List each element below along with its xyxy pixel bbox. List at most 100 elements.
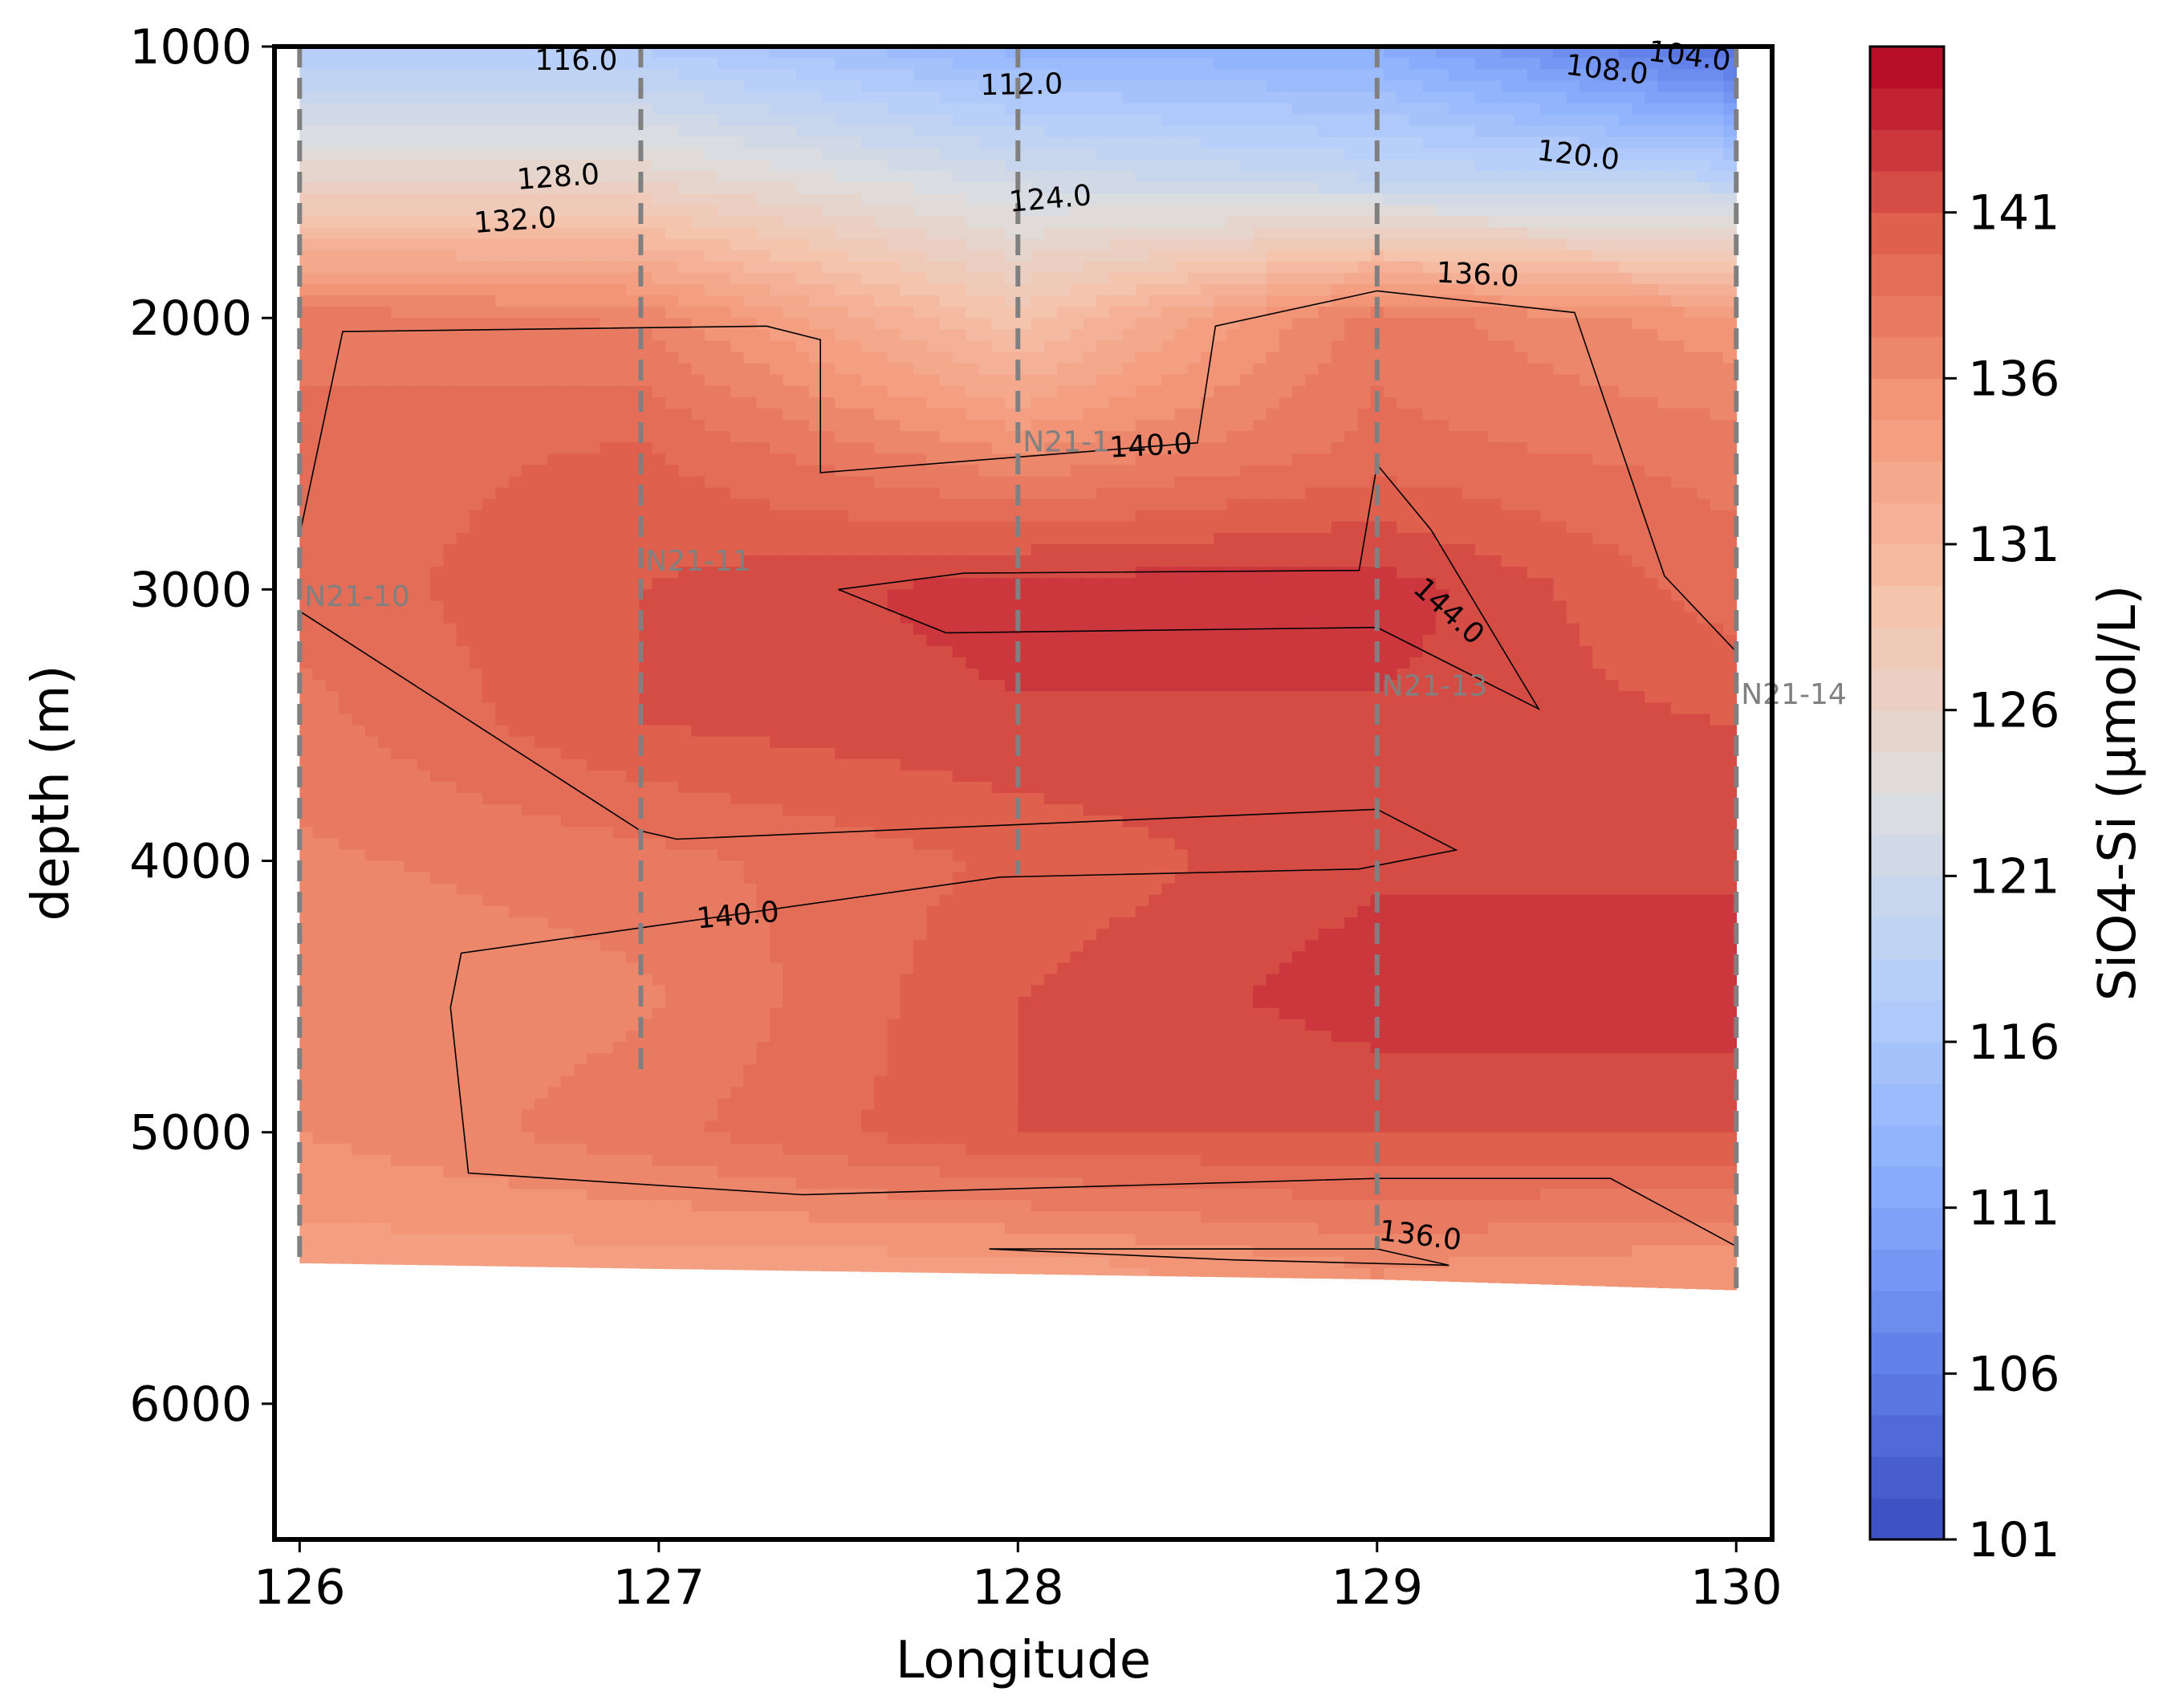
field-cell	[678, 1030, 693, 1043]
field-cell	[456, 453, 470, 466]
field-cell	[391, 521, 405, 534]
field-cell	[756, 985, 770, 998]
field-cell	[508, 1053, 522, 1065]
field-cell	[312, 578, 327, 591]
field-cell	[743, 1200, 758, 1213]
field-cell	[665, 250, 679, 262]
field-cell	[874, 657, 888, 669]
field-cell	[835, 985, 849, 998]
field-cell	[469, 781, 483, 794]
field-cell	[770, 227, 784, 240]
field-cell	[299, 815, 314, 828]
field-cell	[887, 725, 901, 738]
field-cell	[535, 612, 549, 624]
field-cell	[691, 374, 705, 387]
field-cell	[861, 103, 876, 116]
field-cell	[312, 521, 327, 534]
field-cell	[495, 1064, 510, 1077]
field-cell	[547, 985, 562, 998]
field-cell	[691, 544, 705, 556]
field-cell	[756, 250, 770, 262]
field-cell	[743, 793, 758, 805]
field-cell	[547, 80, 562, 93]
field-cell	[612, 340, 627, 353]
field-cell	[861, 521, 876, 534]
field-cell	[743, 114, 758, 127]
field-cell	[352, 623, 366, 636]
field-cell	[364, 1245, 379, 1258]
field-cell	[574, 1222, 588, 1235]
field-cell	[339, 250, 353, 262]
field-cell	[783, 272, 797, 285]
field-cell	[378, 600, 392, 613]
field-cell	[887, 1154, 901, 1167]
field-cell	[430, 498, 445, 511]
field-cell	[482, 47, 497, 59]
field-cell	[378, 567, 392, 580]
field-cell	[339, 758, 353, 771]
field-cell	[612, 962, 627, 975]
field-cell	[378, 136, 392, 149]
field-cell	[887, 827, 901, 840]
field-cell	[612, 171, 627, 183]
field-cell	[848, 747, 862, 760]
field-cell	[756, 69, 770, 82]
field-cell	[704, 815, 718, 828]
field-cell	[456, 669, 470, 681]
field-cell	[299, 1177, 314, 1190]
field-cell	[521, 567, 535, 580]
field-cell	[574, 532, 588, 545]
field-cell	[756, 770, 770, 783]
field-cell	[874, 1064, 888, 1077]
field-cell	[887, 917, 901, 929]
field-cell	[560, 182, 575, 194]
field-cell	[521, 849, 535, 862]
field-cell	[352, 567, 366, 580]
field-cell	[718, 227, 732, 240]
field-cell	[887, 1076, 901, 1088]
field-cell	[325, 363, 339, 376]
field-cell	[730, 951, 745, 964]
field-cell	[835, 1143, 849, 1156]
field-cell	[456, 567, 470, 580]
field-cell	[443, 227, 457, 240]
field-cell	[848, 680, 862, 692]
field-cell	[404, 567, 418, 580]
field-cell	[861, 1154, 876, 1167]
field-cell	[352, 1222, 366, 1235]
field-cell	[391, 974, 405, 986]
field-cell	[482, 103, 497, 116]
field-cell	[469, 363, 483, 376]
field-cell	[299, 578, 314, 591]
field-cell	[626, 929, 640, 941]
field-cell	[612, 80, 627, 93]
field-cell	[391, 985, 405, 998]
field-cell	[652, 295, 666, 307]
field-cell	[770, 940, 784, 953]
field-cell	[835, 917, 849, 929]
field-cell	[600, 612, 614, 624]
field-cell	[560, 1076, 575, 1088]
field-cell	[887, 453, 901, 466]
field-cell	[456, 272, 470, 285]
field-cell	[783, 307, 797, 319]
field-cell	[887, 465, 901, 478]
field-cell	[783, 883, 797, 896]
field-cell	[783, 1076, 797, 1088]
field-cell	[404, 1098, 418, 1111]
field-cell	[443, 283, 457, 296]
field-cell	[339, 962, 353, 975]
field-cell	[378, 827, 392, 840]
field-cell	[417, 1064, 431, 1077]
field-cell	[325, 58, 339, 70]
field-cell	[770, 92, 784, 104]
field-cell	[574, 894, 588, 907]
field-cell	[783, 1143, 797, 1156]
field-cell	[508, 691, 522, 704]
field-cell	[639, 1120, 653, 1133]
field-cell	[861, 905, 876, 918]
field-cell	[718, 216, 732, 229]
field-cell	[822, 453, 836, 466]
field-cell	[574, 47, 588, 59]
field-cell	[391, 781, 405, 794]
